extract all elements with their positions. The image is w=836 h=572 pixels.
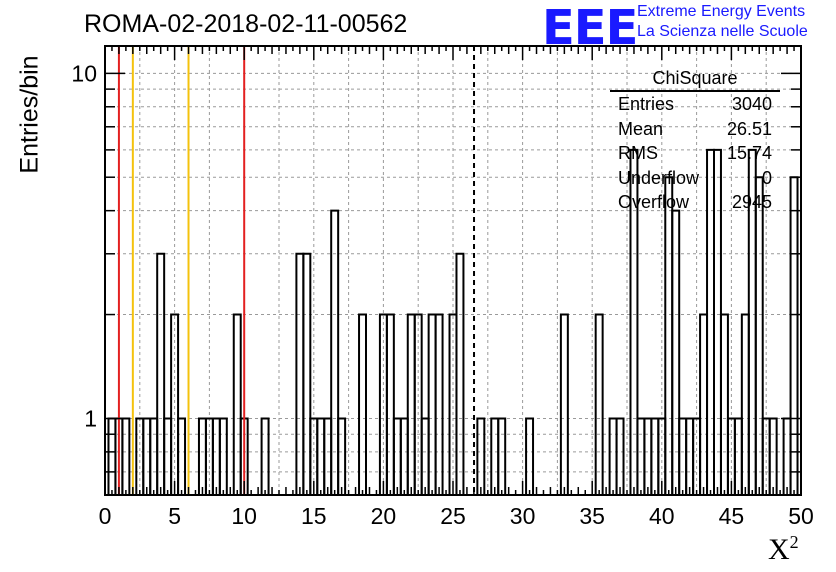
y-tick-label: 10 [71, 60, 97, 86]
x-tick-label: 50 [788, 503, 814, 529]
histogram-bin [650, 417, 660, 495]
histogram-bin [413, 313, 423, 495]
histogram-bin [358, 313, 367, 495]
histogram-bin [678, 417, 688, 495]
histogram-bin [197, 417, 207, 495]
x-tick-label: 45 [719, 503, 745, 529]
x-tick-label: 0 [99, 503, 112, 529]
x-tick-label: 20 [371, 503, 397, 529]
stats-label: Entries [618, 94, 675, 114]
stats-value: 15.74 [726, 143, 772, 163]
stats-row-mean: Mean 26.51 [610, 117, 780, 142]
stats-value: 26.51 [726, 118, 772, 139]
histogram-bin [260, 417, 270, 495]
histogram-bin [316, 417, 326, 495]
stats-box: ChiSquare Entries 3040 Mean 26.51 RMS 15… [610, 66, 780, 215]
histogram-bin [733, 417, 743, 495]
stats-label: Underflow [618, 167, 700, 188]
histogram-bin [163, 417, 173, 495]
histogram-bin [392, 417, 402, 495]
histogram-bin [559, 313, 569, 495]
histogram-bin [525, 417, 535, 495]
x-tick-label: 30 [510, 503, 536, 529]
histogram-bin [149, 417, 159, 495]
x-tick-label: 10 [231, 503, 257, 529]
histogram-bin [211, 417, 221, 495]
histogram-bin [121, 417, 131, 495]
x-tick-label: 5 [168, 503, 181, 529]
histogram-bin [295, 252, 305, 495]
x-tick-label: 35 [579, 503, 605, 529]
histogram-bin [782, 417, 792, 495]
histogram-bin [399, 417, 409, 495]
histogram-bin [615, 417, 625, 495]
stats-title: ChiSquare [610, 66, 780, 92]
histogram-bin [107, 417, 117, 495]
x-axis-label-base: X [768, 533, 790, 566]
histogram-bin [719, 313, 729, 495]
histogram-bin [699, 313, 709, 495]
y-tick-label: 1 [84, 405, 97, 431]
stats-value: 2945 [731, 192, 772, 212]
histogram-bin [385, 313, 395, 495]
logo-caption-line2: La Scienza nelle Scuole [637, 23, 808, 40]
stats-value: 0 [761, 167, 772, 188]
histogram-bin [685, 417, 695, 495]
stats-value: 3040 [731, 94, 772, 114]
histogram-bin [594, 313, 604, 495]
histogram-bin [337, 417, 347, 495]
histogram-bin [232, 313, 242, 495]
histogram-bin [608, 417, 618, 495]
y-axis-label: Entries/bin [15, 55, 44, 174]
x-tick-label: 25 [440, 503, 466, 529]
histogram-bin [789, 176, 799, 495]
stats-row-underflow: Underflow 0 [610, 166, 780, 191]
histogram-bin [455, 252, 465, 495]
histogram-bin [476, 417, 486, 495]
histogram-bin [427, 313, 437, 495]
logo-caption-line1: Extreme Energy Events [637, 3, 806, 20]
histogram-bin [218, 417, 228, 495]
histogram-bin [170, 313, 180, 495]
stats-row-entries: Entries 3040 [610, 92, 780, 117]
histogram-bin [323, 417, 333, 495]
histogram-bin [768, 417, 778, 495]
x-axis-label-exponent: 2 [789, 532, 799, 552]
histogram-bin [420, 417, 430, 495]
histogram-bin [643, 417, 653, 495]
histogram-bin [330, 209, 340, 495]
logo-caption: Extreme Energy Events La Scienza nelle S… [637, 2, 808, 42]
plot-title: ROMA-02-2018-02-11-00562 [84, 10, 408, 38]
x-tick-label: 40 [649, 503, 675, 529]
histogram-bin [156, 252, 166, 495]
histogram-bin [142, 417, 152, 495]
histogram-bin [177, 417, 187, 495]
histogram-bin [490, 417, 500, 495]
stats-row-rms: RMS 15.74 [610, 141, 780, 166]
histogram-bin [754, 176, 764, 495]
histogram-bin [671, 209, 681, 495]
x-axis-label: X2 [768, 532, 799, 567]
eee-logo: EEE [542, 0, 638, 56]
histogram-bin [664, 176, 674, 495]
stats-label: RMS [618, 143, 658, 163]
x-tick-label: 15 [301, 503, 327, 529]
histogram-bin [434, 313, 444, 495]
histogram-bin [497, 417, 507, 495]
histogram-bin [406, 313, 416, 495]
histogram-bin [302, 252, 312, 495]
stats-label: Overflow [618, 192, 690, 212]
histogram-bin [636, 417, 646, 495]
stats-row-overflow: Overflow 2945 [610, 190, 780, 215]
stats-label: Mean [618, 118, 664, 139]
histogram-bin [740, 313, 750, 495]
histogram-bin [629, 148, 639, 495]
